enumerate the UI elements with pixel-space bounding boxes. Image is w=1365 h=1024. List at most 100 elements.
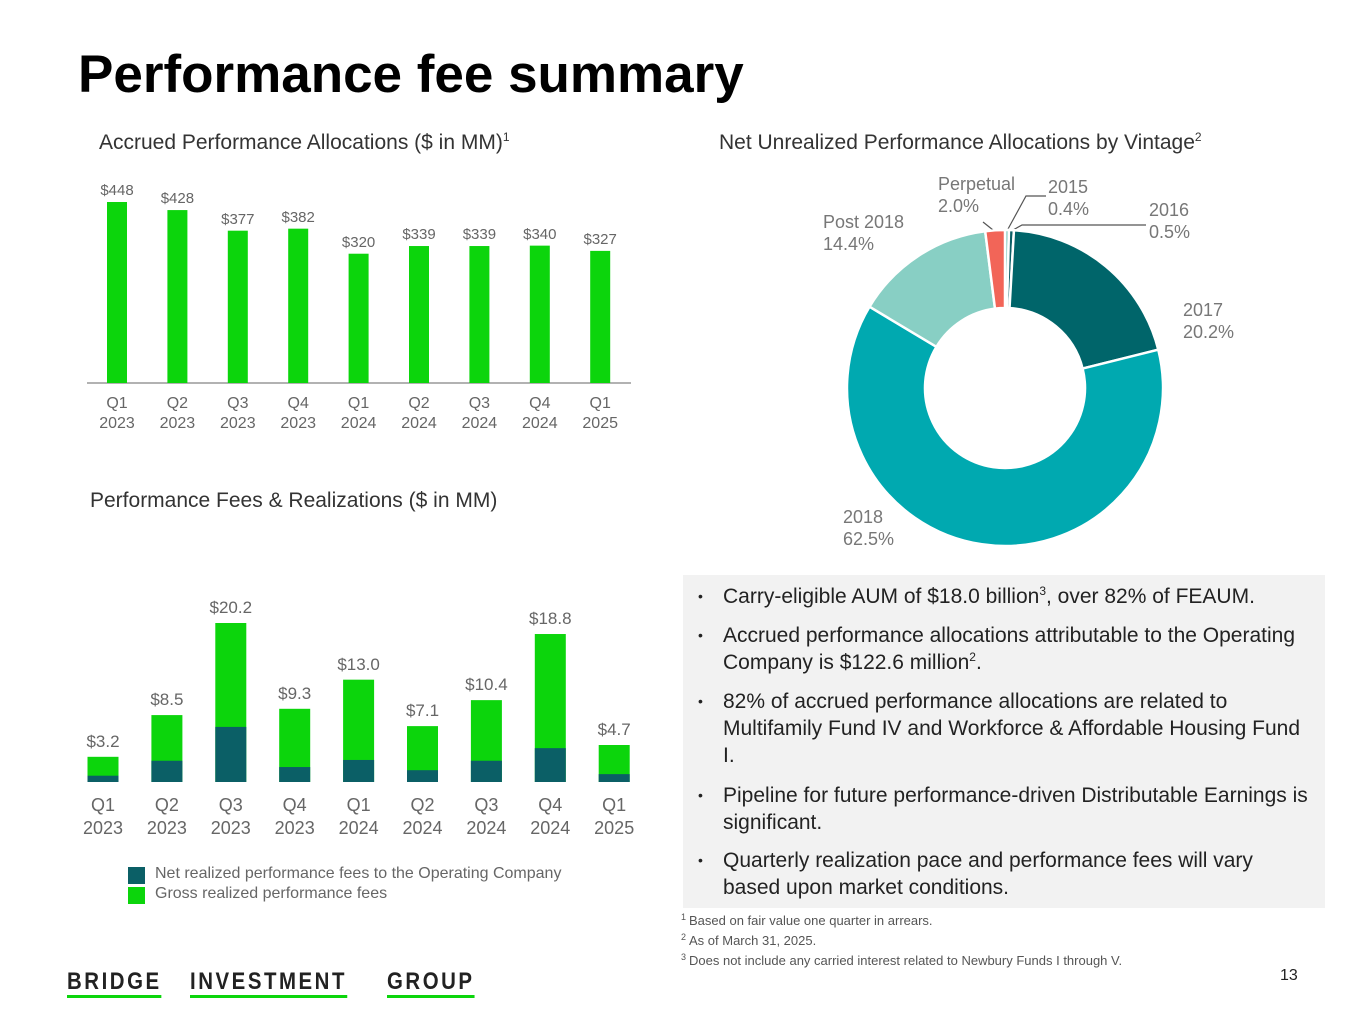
value-label: $382 bbox=[281, 208, 315, 226]
bullet-text: Pipeline for future performance-driven D… bbox=[723, 784, 1308, 834]
slide-title: Performance fee summary bbox=[78, 45, 744, 104]
slice-name: Perpetual bbox=[938, 174, 1016, 194]
x-tick-label: Q2 2023 bbox=[146, 795, 187, 838]
footnote: 1 Based on fair value one quarter in arre… bbox=[681, 912, 933, 928]
bullet-text: Quarterly realization pace and performan… bbox=[723, 849, 1253, 899]
footnote-mark: 3 bbox=[681, 952, 687, 962]
bullet: Pipeline for future performance-driven D… bbox=[698, 782, 1313, 836]
bar bbox=[167, 210, 188, 383]
bar bbox=[288, 228, 309, 383]
x-tick-label: Q1 2024 bbox=[338, 795, 379, 838]
logo-word: INVESTMENT bbox=[190, 969, 348, 998]
bullet-text: Carry-eligible AUM of $18.0 billion bbox=[723, 585, 1040, 608]
slice-value: 0.4% bbox=[1048, 199, 1090, 219]
donut-slice bbox=[983, 228, 1007, 311]
footnote: 3 Does not include any carried interest r… bbox=[681, 952, 1122, 968]
value-label: $448 bbox=[100, 182, 134, 199]
bullet-text: , over 82% of FEAUM. bbox=[1046, 585, 1255, 608]
bar bbox=[409, 246, 429, 383]
x-tick-label: Q4 2023 bbox=[274, 795, 315, 838]
bar bbox=[87, 775, 119, 782]
value-label: $9.3 bbox=[278, 683, 312, 703]
slice-label: 2018 62.5% bbox=[843, 506, 894, 550]
footnote-text: Based on fair value one quarter in arrea… bbox=[689, 913, 933, 929]
footnote-mark: 1 bbox=[681, 912, 687, 922]
chart-title-note: 2 bbox=[1194, 130, 1202, 144]
value-label: $8.5 bbox=[150, 690, 184, 710]
bullet-note: 2 bbox=[969, 650, 976, 664]
slice-value: 2.0% bbox=[938, 196, 980, 216]
x-tick-label: Q2 2024 bbox=[402, 795, 443, 838]
x-tick-label: Q1 2024 bbox=[340, 395, 377, 432]
bullet-text: . bbox=[975, 651, 982, 674]
chart-title-text: Accrued Performance Allocations ($ in MM… bbox=[99, 131, 503, 154]
x-tick-label: Q1 2023 bbox=[99, 395, 135, 432]
x-tick-label: Q2 2024 bbox=[401, 395, 437, 432]
slice-label: Post 2018 14.4% bbox=[823, 211, 904, 255]
chart-title-note: 1 bbox=[502, 130, 510, 144]
footnote: 2 As of March 31, 2025. bbox=[681, 932, 816, 948]
x-tick-label: Q1 2025 bbox=[582, 395, 618, 432]
legend-swatch bbox=[128, 867, 145, 884]
leader-line bbox=[1012, 224, 1146, 231]
donut-slice bbox=[1008, 228, 1160, 371]
chart-title: Performance Fees & Realizations ($ in MM… bbox=[90, 489, 497, 513]
slice-name: 2018 bbox=[843, 507, 884, 527]
legend-label: Net realized performance fees to the Ope… bbox=[155, 865, 562, 882]
x-tick-label: Q3 2023 bbox=[210, 795, 251, 838]
bar bbox=[348, 253, 369, 383]
value-label: $428 bbox=[160, 190, 195, 208]
x-tick-label: Q2 2023 bbox=[159, 395, 196, 432]
slice-name: 2015 bbox=[1048, 177, 1089, 197]
x-tick-label: Q3 2024 bbox=[461, 395, 498, 432]
value-label: $339 bbox=[462, 226, 497, 244]
slice-name: 2016 bbox=[1149, 200, 1190, 220]
chart-title: Net Unrealized Performance Allocations b… bbox=[719, 130, 1202, 155]
logo-word: BRIDGE bbox=[67, 969, 162, 998]
bar bbox=[227, 230, 248, 383]
leader-line bbox=[982, 221, 994, 231]
slice-value: 0.5% bbox=[1149, 222, 1191, 242]
value-label: $18.8 bbox=[529, 609, 572, 629]
x-tick-label: Q1 2023 bbox=[82, 795, 124, 838]
bar bbox=[279, 767, 311, 782]
slice-value: 14.4% bbox=[823, 234, 875, 254]
bullet: Accrued performance allocations attribut… bbox=[698, 622, 1313, 676]
bar bbox=[343, 759, 375, 782]
donut-slice bbox=[845, 305, 1165, 548]
chart-title: Accrued Performance Allocations ($ in MM… bbox=[99, 130, 510, 155]
bar bbox=[107, 202, 127, 383]
value-label: $13.0 bbox=[337, 654, 380, 674]
bar bbox=[470, 760, 502, 782]
legend-swatch bbox=[128, 887, 145, 904]
bar bbox=[590, 250, 611, 383]
value-label: $3.2 bbox=[86, 731, 120, 751]
bullet: Quarterly realization pace and performan… bbox=[698, 847, 1313, 901]
bar bbox=[529, 245, 550, 383]
value-label: $7.1 bbox=[405, 701, 440, 721]
bar bbox=[534, 748, 566, 782]
value-label: $20.2 bbox=[209, 598, 253, 617]
bar bbox=[151, 760, 183, 782]
value-label: $327 bbox=[583, 230, 617, 248]
bullet: Carry-eligible AUM of $18.0 billion3, ov… bbox=[698, 583, 1313, 610]
chart-title-text: Performance Fees & Realizations ($ in MM… bbox=[90, 489, 498, 512]
footnote-mark: 2 bbox=[681, 932, 687, 942]
x-tick-label: Q1 2025 bbox=[594, 795, 635, 838]
slice-label: 2017 20.2% bbox=[1183, 299, 1234, 343]
slice-label: Perpetual 2.0% bbox=[938, 173, 1015, 217]
value-label: $10.4 bbox=[465, 675, 508, 695]
slice-label: 2015 0.4% bbox=[1048, 176, 1089, 220]
x-tick-label: Q4 2024 bbox=[530, 795, 571, 838]
logo: BRIDGE INVESTMENT GROUP bbox=[67, 969, 502, 998]
slice-name: 2017 bbox=[1183, 300, 1224, 320]
bar bbox=[469, 246, 490, 383]
value-label: $377 bbox=[221, 210, 255, 228]
bar bbox=[407, 770, 438, 782]
value-label: $4.7 bbox=[597, 720, 631, 739]
x-tick-label: Q4 2023 bbox=[280, 395, 316, 432]
value-label: $320 bbox=[341, 233, 376, 251]
value-label: $340 bbox=[523, 225, 557, 243]
slice-label: 2016 0.5% bbox=[1149, 199, 1190, 243]
